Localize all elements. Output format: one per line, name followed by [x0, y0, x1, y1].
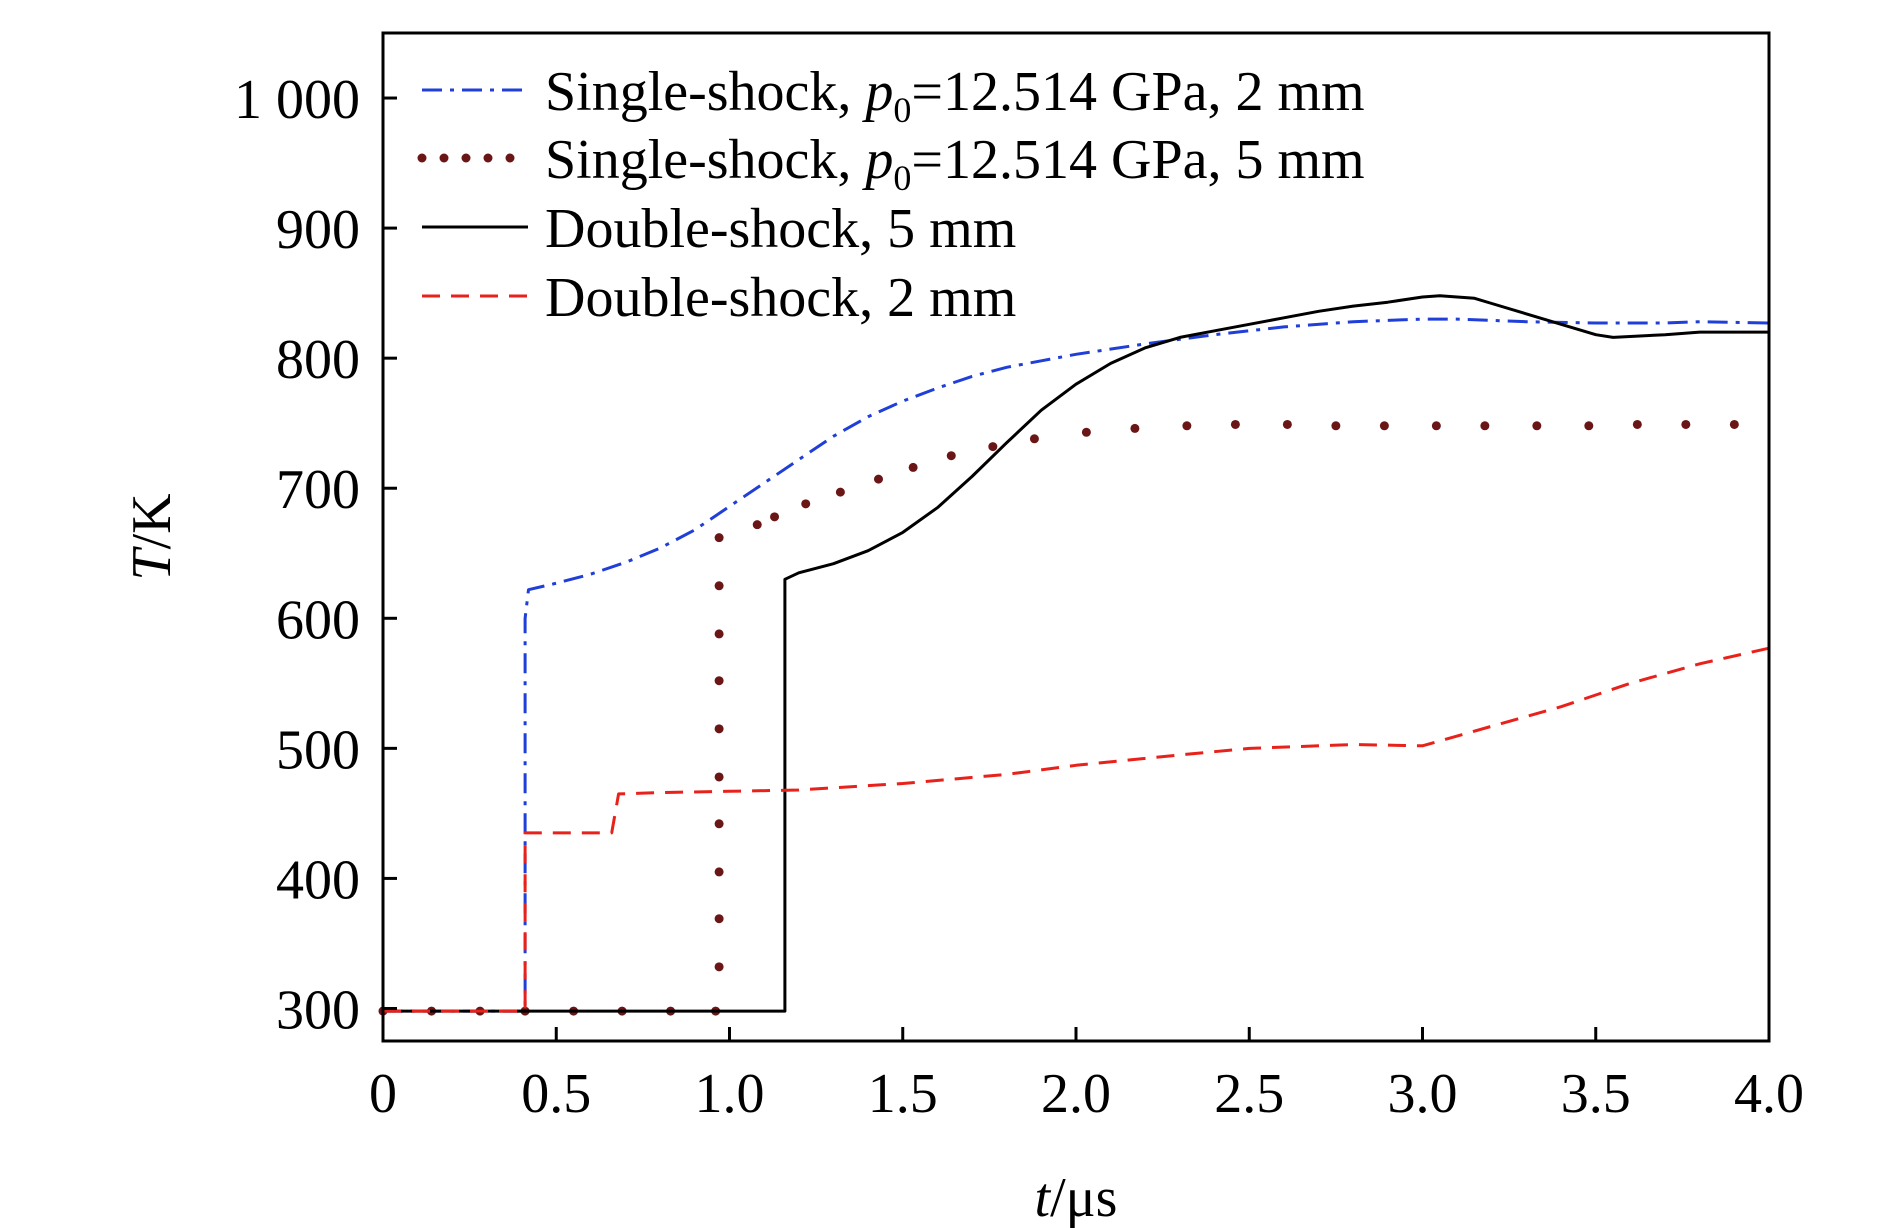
x-axis-title: t/μs: [1035, 1167, 1118, 1228]
legend-swatch: [461, 153, 471, 163]
x-axis: 0 0.5 1.0 1.5 2.0 2.5 3.0 3.5 4.0: [369, 1027, 1804, 1125]
data-point: [1331, 421, 1341, 431]
y-tick-label: 700: [276, 459, 360, 521]
y-tick-label: 1 000: [234, 69, 360, 131]
data-point: [1584, 421, 1594, 431]
x-tick-label: 0: [369, 1063, 397, 1125]
data-point: [1282, 419, 1292, 429]
legend-label: Double-shock, 2 mm: [545, 267, 1016, 329]
x-tick-label: 4.0: [1734, 1063, 1804, 1125]
data-point: [1480, 421, 1490, 431]
data-point: [770, 512, 780, 522]
y-axis-title: T/K: [121, 493, 183, 580]
data-point: [1029, 434, 1039, 444]
data-point: [1532, 421, 1542, 431]
x-tick-label: 2.0: [1041, 1063, 1111, 1125]
legend-swatch: [483, 153, 493, 163]
y-tick-label: 900: [276, 199, 360, 261]
data-point: [714, 533, 724, 543]
series-3: [383, 294, 1769, 1013]
x-tick-label: 1.5: [868, 1063, 938, 1125]
data-point: [1632, 419, 1642, 429]
data-point: [988, 442, 998, 452]
series-line: [383, 646, 1770, 1013]
series-line: [383, 294, 1769, 1013]
x-tick-label: 0.5: [521, 1063, 591, 1125]
data-point: [714, 676, 724, 686]
data-point: [1379, 421, 1389, 431]
data-point: [1230, 419, 1240, 429]
data-point: [714, 867, 724, 877]
legend-item: Double-shock, 5 mm: [422, 198, 1016, 260]
legend-item: Single-shock, p0=12.514 GPa, 2 mm: [422, 61, 1365, 130]
y-tick-label: 400: [276, 849, 360, 911]
legend-label: Single-shock, p0=12.514 GPa, 2 mm: [545, 61, 1365, 130]
data-point: [1729, 419, 1739, 429]
series-2: [378, 419, 1739, 1016]
y-tick-label: 500: [276, 719, 360, 781]
data-point: [801, 499, 811, 509]
data-point: [714, 819, 724, 829]
plot-marks: [378, 294, 1770, 1016]
data-point: [1130, 423, 1140, 433]
legend: Single-shock, p0=12.514 GPa, 2 mmSingle-…: [417, 61, 1365, 329]
data-point: [1182, 421, 1192, 431]
data-point: [714, 772, 724, 782]
series-4: [383, 646, 1770, 1013]
y-axis: 300 400 500 600 700 800 900 1 000: [234, 69, 397, 1041]
x-tick-label: 3.5: [1561, 1063, 1631, 1125]
data-point: [714, 962, 724, 972]
data-point: [1081, 427, 1091, 437]
legend-item: Single-shock, p0=12.514 GPa, 5 mm: [417, 129, 1365, 198]
series-line: [383, 317, 1770, 1013]
x-tick-label: 3.0: [1388, 1063, 1458, 1125]
data-point: [835, 487, 845, 497]
x-tick-label: 2.5: [1214, 1063, 1284, 1125]
data-point: [714, 629, 724, 639]
data-point: [714, 914, 724, 924]
legend-swatch: [439, 153, 449, 163]
series-1: [383, 317, 1770, 1013]
legend-item: Double-shock, 2 mm: [422, 267, 1016, 329]
legend-swatch: [505, 153, 515, 163]
legend-label: Double-shock, 5 mm: [545, 198, 1016, 260]
data-point: [714, 581, 724, 591]
data-point: [908, 462, 918, 472]
legend-label: Single-shock, p0=12.514 GPa, 5 mm: [545, 129, 1365, 198]
x-tick-label: 1.0: [695, 1063, 765, 1125]
y-tick-label: 800: [276, 329, 360, 391]
data-point: [714, 724, 724, 734]
legend-swatch: [417, 153, 427, 163]
data-point: [873, 474, 883, 484]
data-point: [1431, 421, 1441, 431]
data-point: [946, 451, 956, 461]
y-tick-label: 600: [276, 589, 360, 651]
y-tick-label: 300: [276, 979, 360, 1041]
data-point: [1681, 419, 1691, 429]
data-point: [752, 520, 762, 530]
